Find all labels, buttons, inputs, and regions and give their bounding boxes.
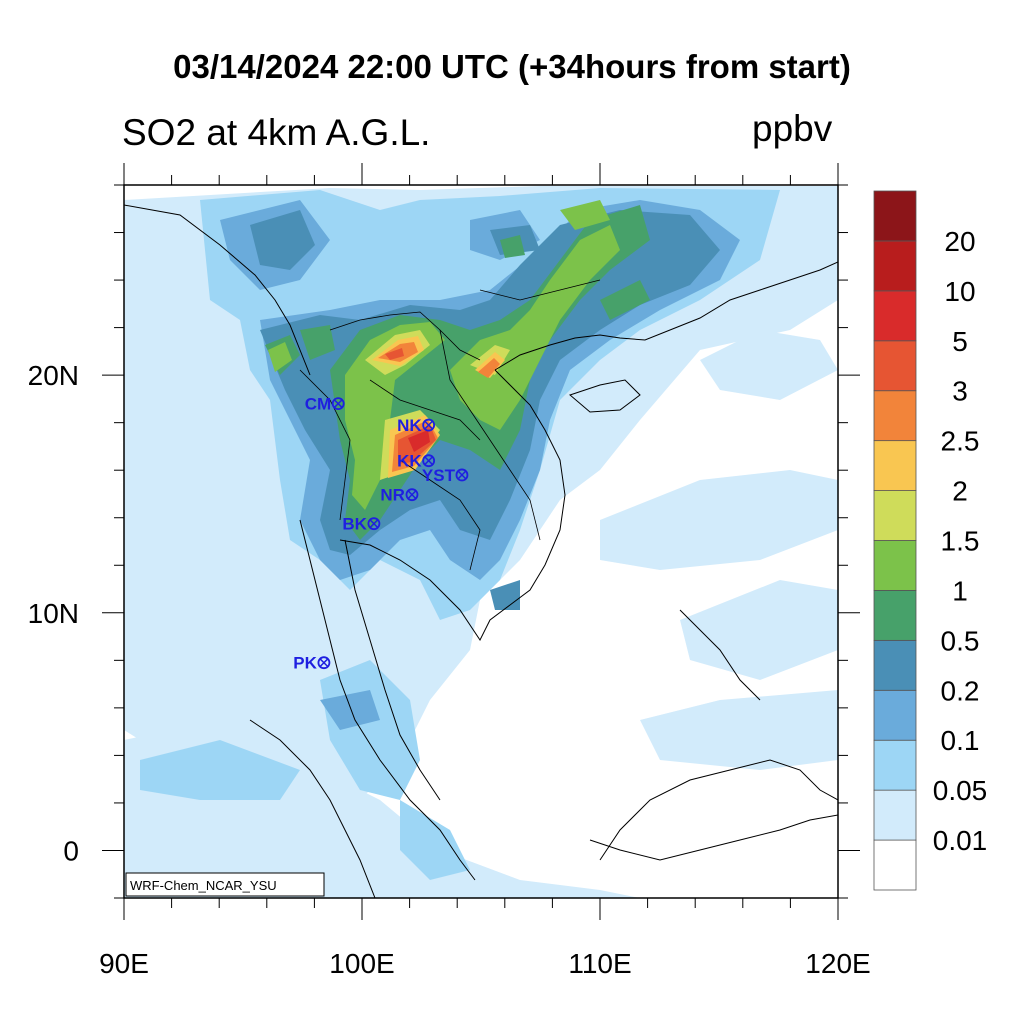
coastlines — [124, 204, 838, 898]
station-cross — [319, 658, 329, 668]
colorbar-label: 20 — [944, 226, 975, 257]
x-tick-label: 90E — [99, 948, 149, 979]
colorbar-swatch — [873, 490, 917, 541]
colorbar-swatch — [873, 440, 917, 491]
y-tick-label: 0 — [63, 835, 79, 866]
plot-frame — [123, 184, 839, 899]
map-title: 03/14/2024 22:00 UTC (+34hours from star… — [173, 48, 851, 85]
colorbar-label: 5 — [952, 326, 968, 357]
colorbar-swatch — [873, 839, 917, 891]
colorbar-label: 2.5 — [941, 426, 980, 457]
colorbar-swatch — [873, 590, 917, 641]
station-cross — [424, 420, 433, 430]
station-cross — [333, 399, 343, 408]
station-cross — [369, 519, 379, 529]
variable-title: SO2 at 4km A.G.L. — [122, 112, 431, 153]
station-label: KK — [397, 452, 422, 471]
station-marker-icon — [331, 397, 345, 411]
colorbar-swatch — [873, 340, 917, 392]
colorbar-label: 10 — [944, 276, 975, 307]
station-marker-icon — [422, 454, 436, 468]
colorbar-label: 0.1 — [941, 725, 980, 756]
colorbar-label: 1 — [952, 575, 968, 606]
x-tick-label: 100E — [329, 948, 394, 979]
so2-field — [124, 186, 838, 898]
station-marker-icon — [405, 488, 419, 502]
station-label: CM — [305, 395, 331, 414]
colorbar-label: 0.5 — [941, 625, 980, 656]
colorbar-swatch — [873, 639, 917, 691]
station-marker-icon — [455, 468, 469, 482]
x-tick-label: 110E — [568, 948, 631, 979]
y-tick-label: 20N — [28, 360, 79, 391]
watermark-box — [125, 872, 325, 897]
colorbar-label: 2 — [952, 476, 968, 507]
station-cross — [457, 470, 467, 480]
colorbar-swatch — [873, 540, 917, 591]
colorbar-swatch — [873, 689, 917, 741]
y-tick-label: 10N — [28, 598, 79, 629]
colorbar-swatch — [873, 240, 917, 292]
colorbar-label: 0.2 — [941, 675, 980, 706]
station-label: PK — [293, 654, 317, 673]
x-tick-label: 120E — [805, 948, 870, 979]
level-1 — [268, 200, 620, 510]
colorbar-swatch — [873, 190, 917, 242]
station-cross — [424, 456, 433, 466]
watermark-label: WRF-Chem_NCAR_YSU — [130, 878, 277, 893]
station-label: NR — [380, 486, 405, 505]
units-title: ppbv — [752, 108, 833, 149]
station-marker-icon — [422, 418, 436, 432]
colorbar: 0.01 0.05 0.1 0.2 0.5 1 1.5 2 2.5 3 5 10 20 — [873, 190, 988, 891]
station-label: NK — [397, 416, 422, 435]
country-borders — [299, 279, 601, 571]
station-cross — [407, 490, 417, 500]
colorbar-label: 1.5 — [941, 526, 980, 557]
colorbar-swatch — [873, 390, 917, 442]
colorbar-swatch — [873, 290, 917, 342]
station-label: BK — [342, 515, 367, 534]
colorbar-label: 3 — [952, 376, 968, 407]
colorbar-swatch — [873, 789, 917, 841]
colorbar-label: 0.01 — [933, 825, 988, 856]
station-marker-icon — [367, 517, 381, 531]
station-label: YST — [422, 466, 456, 485]
level-5 — [408, 430, 430, 452]
station-marker-icon — [317, 656, 331, 670]
axes: 90E 100E 110E 120E 20N 10N 0 — [28, 163, 871, 979]
colorbar-swatch — [873, 739, 917, 791]
colorbar-label: 0.05 — [933, 775, 988, 806]
